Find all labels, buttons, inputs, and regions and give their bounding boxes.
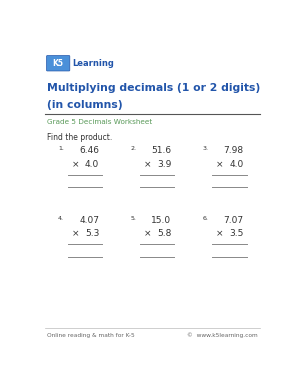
Text: Multiplying decimals (1 or 2 digits): Multiplying decimals (1 or 2 digits)	[47, 83, 260, 93]
Text: 1.: 1.	[58, 146, 64, 151]
Text: 7.07: 7.07	[223, 216, 243, 225]
Text: Online reading & math for K-5: Online reading & math for K-5	[47, 333, 135, 338]
Text: ×: ×	[71, 229, 79, 238]
Text: 7.98: 7.98	[223, 146, 243, 156]
Text: 5.8: 5.8	[157, 229, 171, 238]
Text: 15.0: 15.0	[151, 216, 171, 225]
Text: Grade 5 Decimals Worksheet: Grade 5 Decimals Worksheet	[47, 119, 153, 125]
Text: 4.: 4.	[58, 216, 64, 221]
Text: 5.: 5.	[130, 216, 136, 221]
Text: Find the product.: Find the product.	[47, 132, 113, 142]
Text: 4.07: 4.07	[79, 216, 99, 225]
Text: 3.: 3.	[202, 146, 208, 151]
Text: 4.0: 4.0	[85, 160, 99, 169]
Text: ×: ×	[143, 160, 151, 169]
Text: ×: ×	[215, 160, 223, 169]
FancyBboxPatch shape	[46, 56, 70, 71]
Text: 6.: 6.	[202, 216, 208, 221]
Text: K5: K5	[53, 59, 64, 68]
Text: 4.0: 4.0	[229, 160, 243, 169]
Text: ×: ×	[71, 160, 79, 169]
Text: 5.3: 5.3	[85, 229, 99, 238]
Text: 3.5: 3.5	[229, 229, 243, 238]
Text: 2.: 2.	[130, 146, 136, 151]
Text: (in columns): (in columns)	[47, 100, 123, 110]
Text: 3.9: 3.9	[157, 160, 171, 169]
Text: ©  www.k5learning.com: © www.k5learning.com	[187, 333, 258, 339]
Text: ×: ×	[143, 229, 151, 238]
Text: 6.46: 6.46	[79, 146, 99, 156]
Text: Learning: Learning	[72, 59, 114, 68]
Text: ×: ×	[215, 229, 223, 238]
Text: 51.6: 51.6	[151, 146, 171, 156]
